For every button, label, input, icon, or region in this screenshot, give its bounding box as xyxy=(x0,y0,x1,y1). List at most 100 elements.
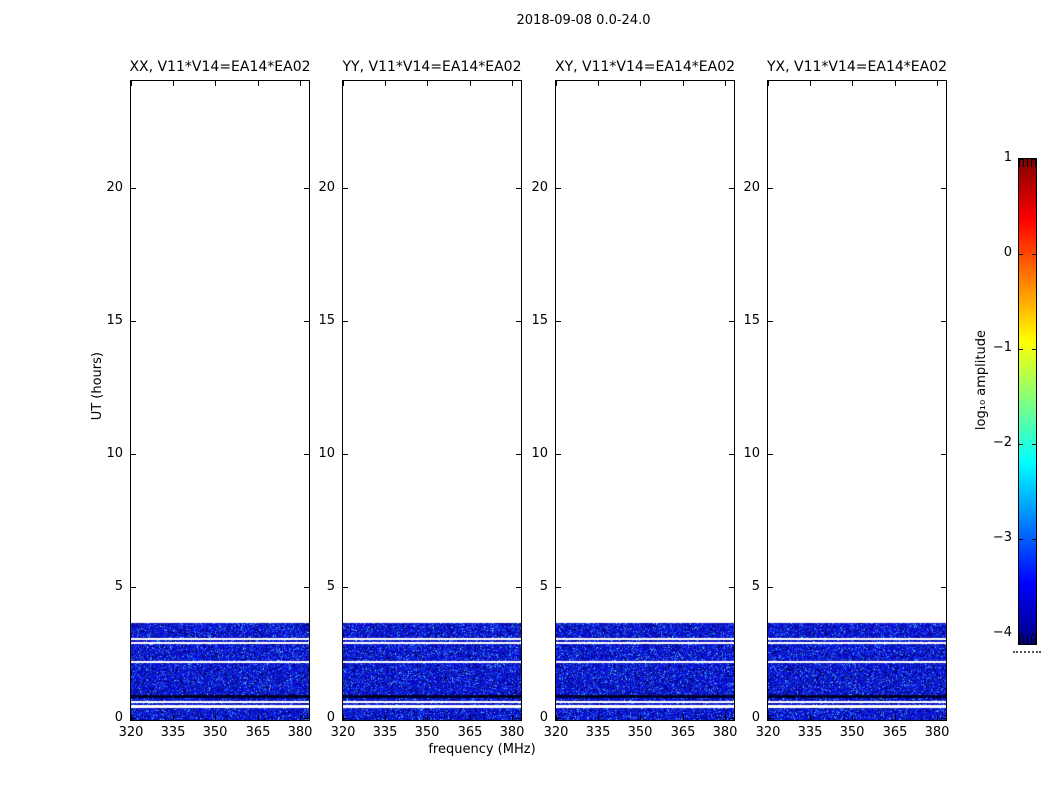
x-tick-label: 350 xyxy=(628,725,653,740)
x-tick-bottom xyxy=(683,715,684,720)
panel-title-1: YY, V11*V14=EA14*EA02 xyxy=(317,59,547,75)
x-tick-label: 380 xyxy=(500,725,525,740)
x-tick-top xyxy=(937,81,938,86)
y-tick-left xyxy=(768,188,773,189)
y-tick-right xyxy=(941,587,946,588)
y-tick-left xyxy=(556,321,561,322)
colorbar-bottom-hatch xyxy=(1019,636,1036,644)
y-tick-label: 20 xyxy=(720,180,760,196)
y-tick-label: 20 xyxy=(508,180,548,196)
heatmap-canvas-3 xyxy=(768,81,946,720)
colorbar-tick-label: −1 xyxy=(972,340,1012,356)
heatmap-panel-2 xyxy=(555,80,735,721)
figure: 2018-09-08 0.0-24.0 frequency (MHz) UT (… xyxy=(0,0,1050,800)
y-tick-left xyxy=(556,188,561,189)
x-tick-top xyxy=(470,81,471,86)
colorbar-tick-left xyxy=(1019,159,1023,160)
colorbar-tick-left xyxy=(1019,539,1023,540)
y-tick-label: 15 xyxy=(720,313,760,329)
x-tick-bottom xyxy=(895,715,896,720)
y-tick-label: 15 xyxy=(508,313,548,329)
heatmap-panel-0 xyxy=(130,80,310,721)
y-tick-label: 15 xyxy=(83,313,123,329)
x-tick-label: 320 xyxy=(119,725,144,740)
x-tick-bottom xyxy=(470,715,471,720)
y-tick-label: 5 xyxy=(295,579,335,595)
x-tick-top xyxy=(810,81,811,86)
y-tick-label: 0 xyxy=(720,710,760,726)
colorbar-tick-left xyxy=(1019,254,1023,255)
heatmap-canvas-0 xyxy=(131,81,309,720)
x-tick-bottom xyxy=(258,715,259,720)
y-tick-left xyxy=(768,587,773,588)
x-tick-label: 350 xyxy=(840,725,865,740)
x-tick-top xyxy=(300,81,301,86)
panel-title-2: XY, V11*V14=EA14*EA02 xyxy=(530,59,760,75)
x-tick-bottom xyxy=(852,715,853,720)
y-tick-left xyxy=(343,587,348,588)
colorbar-tick-right xyxy=(1032,539,1036,540)
colorbar-tick-right xyxy=(1032,254,1036,255)
x-tick-top xyxy=(427,81,428,86)
y-tick-label: 0 xyxy=(83,710,123,726)
y-tick-right xyxy=(941,188,946,189)
x-tick-label: 365 xyxy=(883,725,908,740)
heatmap-panel-1 xyxy=(342,80,522,721)
y-tick-right xyxy=(941,718,946,719)
colorbar-top-hatch xyxy=(1019,159,1036,167)
x-tick-bottom xyxy=(173,715,174,720)
figure-title: 2018-09-08 0.0-24.0 xyxy=(130,13,1037,28)
colorbar xyxy=(1018,158,1037,645)
y-tick-label: 10 xyxy=(720,446,760,462)
colorbar-tick-label: 0 xyxy=(972,245,1012,261)
x-tick-top xyxy=(512,81,513,86)
y-tick-left xyxy=(131,188,136,189)
x-tick-top xyxy=(258,81,259,86)
x-tick-top xyxy=(173,81,174,86)
colorbar-tick-right xyxy=(1032,159,1036,160)
y-tick-left xyxy=(556,587,561,588)
x-tick-label: 335 xyxy=(586,725,611,740)
x-tick-label: 380 xyxy=(288,725,313,740)
y-tick-label: 0 xyxy=(508,710,548,726)
y-tick-left xyxy=(768,454,773,455)
y-tick-right xyxy=(941,321,946,322)
y-tick-label: 20 xyxy=(295,180,335,196)
x-tick-label: 350 xyxy=(415,725,440,740)
y-tick-left xyxy=(131,321,136,322)
y-tick-label: 10 xyxy=(83,446,123,462)
x-tick-label: 335 xyxy=(798,725,823,740)
y-tick-label: 10 xyxy=(295,446,335,462)
x-tick-label: 335 xyxy=(161,725,186,740)
heatmap-panel-3 xyxy=(767,80,947,721)
colorbar-tick-left xyxy=(1019,634,1023,635)
heatmap-canvas-1 xyxy=(343,81,521,720)
x-tick-label: 365 xyxy=(458,725,483,740)
y-tick-label: 15 xyxy=(295,313,335,329)
y-tick-label: 0 xyxy=(295,710,335,726)
x-tick-label: 320 xyxy=(544,725,569,740)
panel-title-3: YX, V11*V14=EA14*EA02 xyxy=(742,59,972,75)
y-tick-left xyxy=(343,718,348,719)
y-tick-left xyxy=(343,454,348,455)
y-tick-label: 10 xyxy=(508,446,548,462)
y-tick-left xyxy=(131,587,136,588)
panel-title-0: XX, V11*V14=EA14*EA02 xyxy=(105,59,335,75)
x-tick-top xyxy=(768,81,769,86)
y-tick-left xyxy=(768,321,773,322)
colorbar-tick-right xyxy=(1032,634,1036,635)
colorbar-tick-label: −2 xyxy=(972,435,1012,451)
y-tick-left xyxy=(131,454,136,455)
y-tick-label: 5 xyxy=(83,579,123,595)
x-tick-label: 365 xyxy=(246,725,271,740)
y-tick-left xyxy=(768,718,773,719)
y-axis-label: UT (hours) xyxy=(90,352,105,420)
colorbar-tick-label: 1 xyxy=(972,150,1012,166)
x-tick-top xyxy=(725,81,726,86)
y-tick-label: 5 xyxy=(720,579,760,595)
x-tick-label: 335 xyxy=(373,725,398,740)
colorbar-tick-left xyxy=(1019,444,1023,445)
colorbar-dotted-line xyxy=(1013,651,1041,653)
x-tick-bottom xyxy=(385,715,386,720)
x-tick-top xyxy=(215,81,216,86)
